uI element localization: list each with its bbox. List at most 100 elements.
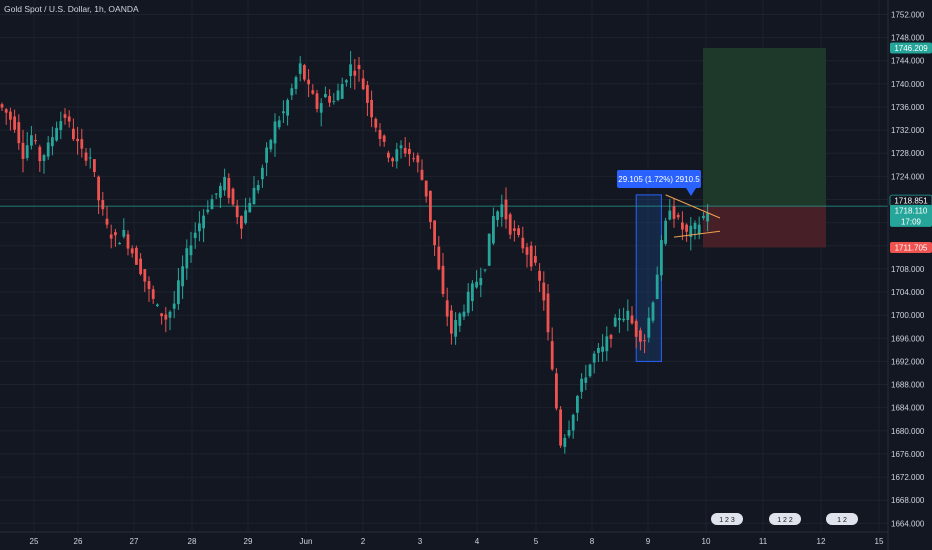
price-tag-current-bg bbox=[890, 204, 932, 227]
wedge-upper-trendline[interactable] bbox=[665, 194, 721, 219]
candle-body bbox=[676, 214, 680, 218]
candle-body bbox=[332, 100, 336, 102]
candle-body bbox=[4, 109, 8, 113]
long-position-stop-zone[interactable] bbox=[703, 206, 826, 248]
candle-body bbox=[13, 116, 16, 130]
candle-body bbox=[55, 127, 58, 141]
event-badge-text: 1 2 2 bbox=[777, 517, 793, 524]
y-tick-label: 1692.000 bbox=[891, 357, 925, 366]
candle-body bbox=[126, 234, 130, 249]
x-tick-label: 4 bbox=[475, 537, 480, 546]
candle-body bbox=[235, 205, 239, 218]
event-badge[interactable]: 1 2 2 bbox=[769, 513, 801, 525]
candle-body bbox=[546, 293, 550, 333]
candle-body bbox=[256, 184, 260, 191]
candle-body bbox=[97, 176, 100, 201]
y-tick-label: 1732.000 bbox=[891, 126, 925, 135]
candle-body bbox=[336, 90, 340, 101]
candle-body bbox=[706, 213, 709, 222]
candle-body bbox=[298, 63, 302, 74]
chart-title: Gold Spot / U.S. Dollar, 1h, OANDA bbox=[4, 4, 139, 14]
y-axis-ticks: 1664.000 1668.000 1672.000 1676.000 1680.000… bbox=[891, 10, 925, 528]
candle-body bbox=[454, 320, 457, 337]
candle-body bbox=[59, 121, 63, 131]
candle-body bbox=[156, 304, 159, 307]
candle-body bbox=[378, 129, 382, 139]
candle-body bbox=[219, 185, 222, 198]
candle-body bbox=[25, 145, 29, 159]
candle-body bbox=[261, 167, 264, 180]
candle-body bbox=[555, 373, 558, 409]
candle-body bbox=[168, 311, 172, 318]
candle-body bbox=[290, 88, 294, 96]
candle-body bbox=[193, 232, 197, 239]
candle-body bbox=[223, 176, 226, 191]
candle-body bbox=[30, 135, 33, 146]
candle-body bbox=[340, 84, 344, 99]
candle-body bbox=[227, 177, 231, 198]
wedge-lower-trendline[interactable] bbox=[673, 230, 721, 238]
wedge-pattern[interactable] bbox=[665, 194, 721, 238]
candle-body bbox=[181, 266, 184, 287]
candle-body bbox=[429, 190, 432, 223]
candle-body bbox=[172, 303, 176, 309]
candle-body bbox=[424, 180, 428, 197]
candle-body bbox=[307, 79, 310, 85]
candle-body bbox=[647, 317, 651, 338]
y-axis-panel[interactable] bbox=[888, 0, 932, 550]
candle-body bbox=[147, 281, 151, 289]
candle-body bbox=[370, 99, 373, 118]
candle-body bbox=[693, 222, 697, 230]
candle-body bbox=[643, 340, 646, 342]
candle-body bbox=[387, 152, 390, 158]
candle-body bbox=[240, 216, 243, 229]
candle-body bbox=[576, 395, 579, 413]
candlestick-series bbox=[0, 50, 709, 454]
candle-body bbox=[391, 158, 394, 162]
y-tick-label: 1688.000 bbox=[891, 381, 925, 390]
event-badge[interactable]: 1 2 3 bbox=[711, 513, 743, 525]
candle-body bbox=[445, 300, 449, 317]
candle-body bbox=[0, 104, 4, 108]
candle-body bbox=[202, 215, 205, 229]
candle-body bbox=[139, 258, 142, 275]
candle-body bbox=[38, 146, 42, 162]
price-tag-line-text: 1718.851 bbox=[894, 197, 928, 206]
candle-body bbox=[462, 311, 466, 317]
candle-body bbox=[345, 80, 348, 83]
candle-body bbox=[408, 148, 411, 155]
event-badge-bg bbox=[769, 513, 801, 525]
candle-body bbox=[357, 64, 361, 70]
y-tick-label: 1744.000 bbox=[891, 57, 925, 66]
candle-body bbox=[151, 289, 155, 299]
price-tag-target: 1746.209 bbox=[890, 42, 932, 54]
candle-body bbox=[231, 188, 235, 205]
candle-body bbox=[592, 353, 596, 363]
measure-tooltip-text: 29.105 (1.72%) 2910.5 bbox=[618, 175, 700, 184]
candle-body bbox=[214, 193, 218, 195]
x-axis-ticks: 25 26 27 28 29 Jun 2 3 4 5 8 9 10 11 12 15 bbox=[30, 537, 884, 546]
candle-body bbox=[630, 315, 634, 324]
candle-body bbox=[248, 203, 252, 213]
candle-body bbox=[697, 224, 701, 235]
candle-body bbox=[437, 246, 441, 270]
x-tick-label: 28 bbox=[188, 537, 197, 546]
x-tick-label: 9 bbox=[646, 537, 651, 546]
measure-tooltip-box bbox=[617, 170, 701, 188]
y-tick-label: 1676.000 bbox=[891, 450, 925, 459]
candle-body bbox=[105, 218, 109, 225]
candle-body bbox=[206, 209, 210, 212]
y-tick-label: 1724.000 bbox=[891, 172, 925, 181]
candle-body bbox=[366, 85, 369, 103]
candle-body bbox=[273, 121, 277, 144]
candle-body bbox=[324, 93, 327, 98]
long-position-target-zone[interactable] bbox=[703, 47, 826, 207]
measure-tooltip-arrow bbox=[686, 188, 696, 196]
event-badge[interactable]: 1 2 bbox=[826, 513, 858, 525]
candle-body bbox=[403, 147, 407, 154]
y-tick-label: 1736.000 bbox=[891, 103, 925, 112]
candle-body bbox=[563, 437, 567, 447]
price-tag-current: 1718.110 17:09 bbox=[890, 204, 932, 227]
candle-body bbox=[21, 142, 25, 159]
